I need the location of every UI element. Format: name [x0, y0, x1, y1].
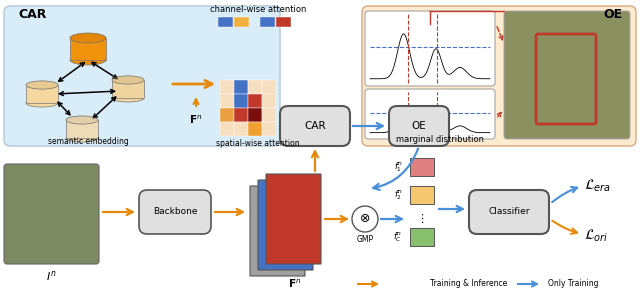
Bar	[410, 186, 434, 204]
FancyBboxPatch shape	[504, 11, 630, 139]
Bar	[248, 122, 262, 136]
Text: Backbone: Backbone	[153, 208, 197, 216]
FancyBboxPatch shape	[4, 164, 99, 264]
Text: marginal distribution: marginal distribution	[396, 136, 484, 144]
Bar	[220, 122, 234, 136]
Bar	[248, 94, 262, 108]
Bar	[26, 85, 58, 103]
Bar	[262, 80, 276, 94]
Ellipse shape	[26, 81, 58, 89]
Text: Training & Inference: Training & Inference	[430, 280, 508, 288]
Bar	[234, 108, 248, 122]
Ellipse shape	[112, 94, 144, 102]
Bar	[234, 122, 248, 136]
Ellipse shape	[112, 76, 144, 84]
Bar	[70, 38, 106, 60]
Bar	[234, 80, 248, 94]
Text: $I^n$: $I^n$	[46, 269, 56, 283]
Text: OE: OE	[603, 8, 622, 21]
Bar	[276, 17, 291, 27]
Ellipse shape	[66, 134, 98, 142]
Text: Only Training: Only Training	[548, 280, 598, 288]
Text: Classifier: Classifier	[488, 208, 530, 216]
Bar	[248, 108, 262, 122]
Text: $\mathcal{L}_{ori}$: $\mathcal{L}_{ori}$	[584, 228, 609, 244]
Bar	[262, 108, 276, 122]
Bar	[220, 94, 234, 108]
Bar	[234, 94, 248, 108]
FancyBboxPatch shape	[258, 180, 313, 270]
Bar	[220, 80, 234, 94]
Circle shape	[352, 206, 378, 232]
Text: $f_2^n$: $f_2^n$	[394, 188, 403, 202]
Bar	[220, 108, 234, 122]
Text: CAR: CAR	[18, 8, 46, 21]
Bar	[66, 120, 98, 138]
FancyBboxPatch shape	[365, 11, 495, 86]
Ellipse shape	[70, 33, 106, 43]
Ellipse shape	[26, 81, 58, 89]
Ellipse shape	[26, 99, 58, 107]
Bar	[112, 80, 144, 98]
FancyBboxPatch shape	[280, 106, 350, 146]
Bar	[410, 158, 434, 176]
Bar	[262, 122, 276, 136]
Text: $f_C^n$: $f_C^n$	[394, 230, 403, 244]
FancyBboxPatch shape	[362, 6, 636, 146]
Text: CAR: CAR	[304, 121, 326, 131]
Text: GMP: GMP	[356, 235, 374, 243]
Text: ⊗: ⊗	[360, 213, 371, 225]
Ellipse shape	[70, 33, 106, 43]
Ellipse shape	[66, 116, 98, 124]
FancyBboxPatch shape	[139, 190, 211, 234]
Text: $\mathbf{F}^n$: $\mathbf{F}^n$	[289, 278, 301, 290]
Bar	[248, 80, 262, 94]
Text: $\mathcal{L}_{era}$: $\mathcal{L}_{era}$	[584, 178, 611, 194]
Text: channel-wise attention: channel-wise attention	[210, 4, 306, 14]
Text: semantic embedding: semantic embedding	[47, 138, 129, 146]
Text: $\mathbf{F}^n$: $\mathbf{F}^n$	[189, 114, 203, 126]
Text: spatial-wise attention: spatial-wise attention	[216, 138, 300, 148]
FancyBboxPatch shape	[469, 190, 549, 234]
FancyBboxPatch shape	[365, 89, 495, 139]
FancyBboxPatch shape	[250, 186, 305, 276]
Bar	[218, 17, 233, 27]
Text: $f_1^n$: $f_1^n$	[394, 160, 403, 174]
Text: ⋮: ⋮	[417, 214, 428, 224]
Bar	[234, 17, 249, 27]
FancyBboxPatch shape	[266, 174, 321, 264]
Text: OE: OE	[412, 121, 426, 131]
Bar	[410, 228, 434, 246]
Bar	[262, 94, 276, 108]
Bar	[260, 17, 275, 27]
Ellipse shape	[66, 116, 98, 124]
Ellipse shape	[70, 55, 106, 65]
FancyBboxPatch shape	[4, 6, 280, 146]
Ellipse shape	[112, 76, 144, 84]
FancyBboxPatch shape	[389, 106, 449, 146]
